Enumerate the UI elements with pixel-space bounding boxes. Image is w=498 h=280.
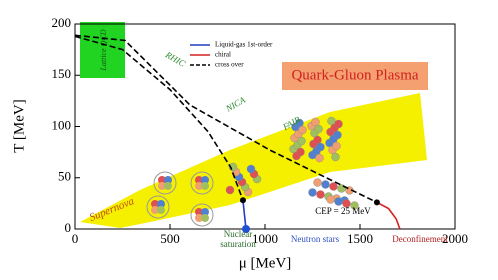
- particle: [201, 214, 209, 222]
- particle: [201, 208, 209, 216]
- particle: [316, 190, 325, 199]
- particle: [195, 208, 203, 216]
- particle: [327, 116, 336, 126]
- particle: [308, 188, 317, 197]
- y-axis-label: T [MeV]: [11, 99, 27, 152]
- x-axis-label: μ [MeV]: [239, 255, 292, 271]
- particle: [296, 147, 305, 157]
- particle: [331, 152, 340, 162]
- particle: [157, 200, 165, 208]
- y-tick-label: 150: [52, 66, 72, 81]
- qgp-box: [282, 62, 428, 90]
- x-tick-label: 0: [72, 231, 79, 246]
- particle: [151, 206, 159, 214]
- nucleus: [190, 203, 214, 227]
- annotation: RHIC: [163, 49, 188, 69]
- particle: [350, 201, 359, 210]
- particle: [326, 195, 335, 204]
- particle: [334, 197, 343, 206]
- particle: [151, 200, 159, 208]
- ns-dot: [239, 197, 246, 204]
- particle: [246, 164, 256, 174]
- particle: [333, 130, 342, 140]
- nucleus: [146, 195, 170, 219]
- particle: [298, 125, 307, 135]
- particle: [342, 199, 351, 208]
- annotation: Nuclear saturation: [220, 229, 256, 249]
- particle: [164, 176, 172, 184]
- particle: [311, 117, 320, 127]
- series-line: [242, 200, 247, 230]
- particle: [158, 176, 166, 184]
- legend-label: chiral: [215, 51, 231, 59]
- annotation: Quark-Gluon Plasma: [291, 67, 418, 83]
- particle: [225, 185, 235, 195]
- nucleus: [190, 171, 214, 195]
- lattice-box: [80, 22, 125, 78]
- particle: [158, 182, 166, 190]
- annotation: Lattice QCD: [99, 29, 108, 71]
- series-line: [74, 34, 378, 204]
- annotation: Neutron stars: [291, 234, 340, 244]
- nucleus: [153, 171, 177, 195]
- particle: [295, 118, 304, 128]
- annotation: NICA: [223, 94, 247, 114]
- x-tick-label: 500: [160, 231, 180, 246]
- particle: [329, 182, 338, 191]
- particle: [334, 119, 343, 129]
- x-tick-label: 2000: [442, 231, 468, 246]
- particle: [201, 176, 209, 184]
- particle: [164, 182, 172, 190]
- particle: [297, 136, 306, 146]
- particle: [332, 141, 341, 151]
- particle: [314, 124, 323, 134]
- particle: [195, 214, 203, 222]
- sat-dot: [242, 225, 250, 233]
- particle: [321, 180, 330, 189]
- particle: [201, 182, 209, 190]
- particle: [316, 142, 325, 152]
- annotation: Deconfinement: [392, 234, 448, 244]
- cep-dot: [373, 199, 380, 206]
- legend-label: Liquid-gas 1st-order: [215, 41, 273, 49]
- particle: [315, 153, 324, 163]
- y-tick-label: 0: [65, 220, 72, 235]
- series-line: [376, 201, 401, 230]
- y-tick-label: 200: [52, 15, 72, 30]
- annotation: CEP = 25 MeV: [315, 206, 371, 216]
- y-tick-label: 50: [58, 169, 71, 184]
- particle: [313, 178, 322, 187]
- particle: [195, 182, 203, 190]
- y-tick-label: 100: [52, 117, 72, 132]
- x-tick-label: 1000: [252, 231, 278, 246]
- particle: [313, 135, 322, 145]
- particle: [195, 176, 203, 184]
- x-tick-label: 1500: [347, 231, 373, 246]
- legend-label: cross over: [215, 61, 244, 69]
- particle: [157, 206, 165, 214]
